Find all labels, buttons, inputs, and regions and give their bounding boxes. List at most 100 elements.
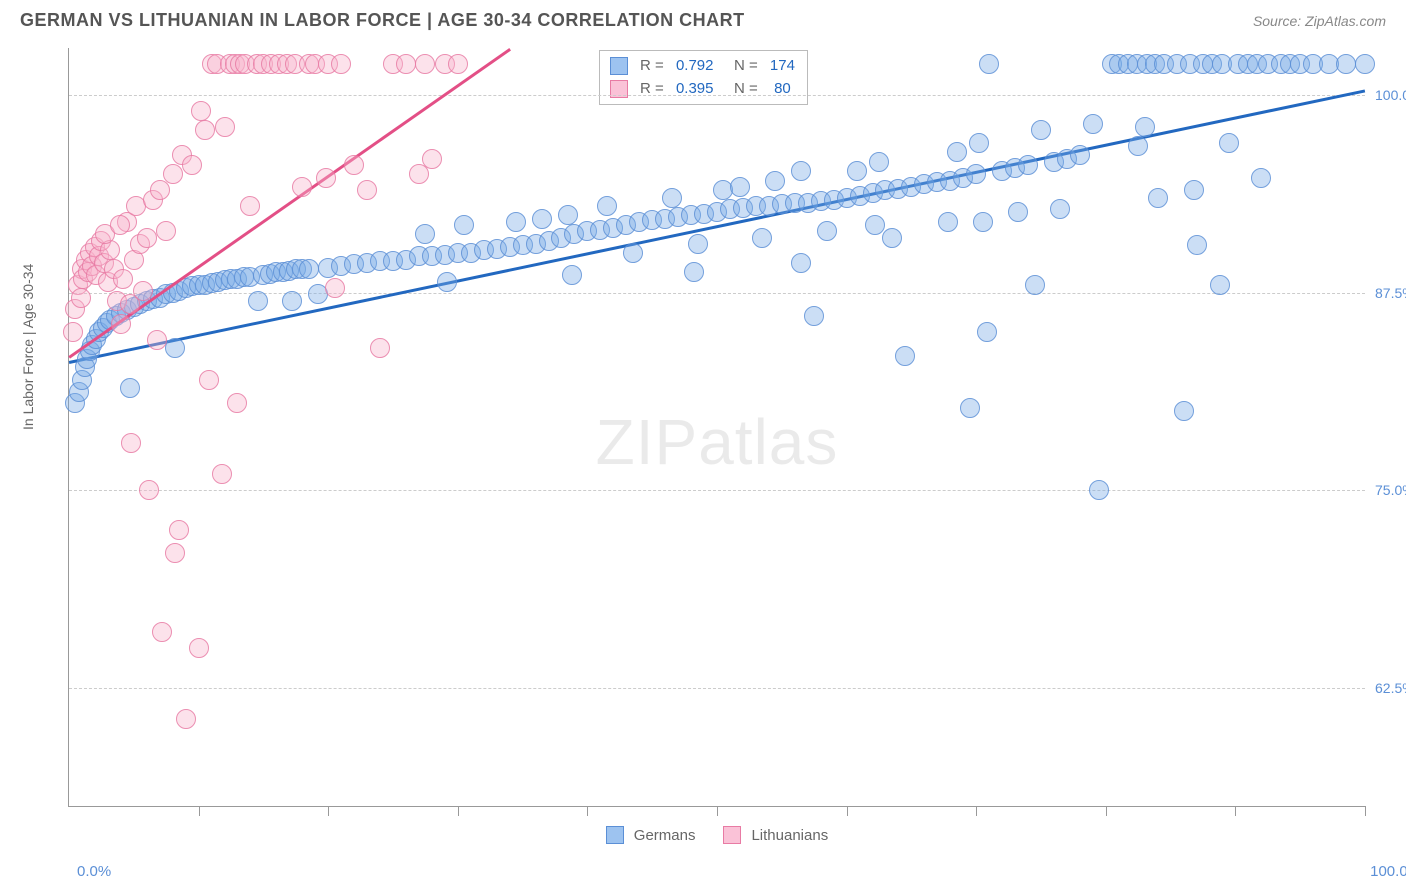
- data-point: [865, 215, 885, 235]
- data-point: [947, 142, 967, 162]
- source-label: Source: ZipAtlas.com: [1253, 13, 1386, 29]
- data-point: [979, 54, 999, 74]
- data-point: [133, 281, 153, 301]
- stats-box: R = 0.792 N = 174 R = 0.395 N = 80: [599, 50, 808, 105]
- data-point: [1031, 120, 1051, 140]
- data-point: [966, 164, 986, 184]
- data-point: [212, 464, 232, 484]
- y-axis-label: 87.5%: [1375, 285, 1406, 301]
- y-axis-title: In Labor Force | Age 30-34: [20, 264, 36, 430]
- x-tick: [976, 806, 977, 816]
- data-point: [1251, 168, 1271, 188]
- data-point: [215, 117, 235, 137]
- x-tick: [458, 806, 459, 816]
- data-point: [139, 480, 159, 500]
- data-point: [938, 212, 958, 232]
- data-point: [1219, 133, 1239, 153]
- data-point: [623, 243, 643, 263]
- data-point: [189, 638, 209, 658]
- chart-title: GERMAN VS LITHUANIAN IN LABOR FORCE | AG…: [20, 10, 745, 31]
- data-point: [191, 101, 211, 121]
- x-axis-min-label: 0.0%: [77, 863, 111, 880]
- data-point: [1336, 54, 1356, 74]
- data-point: [973, 212, 993, 232]
- data-point: [71, 288, 91, 308]
- data-point: [562, 265, 582, 285]
- data-point: [110, 215, 130, 235]
- data-point: [791, 161, 811, 181]
- x-tick: [587, 806, 588, 816]
- gridline: [69, 490, 1365, 491]
- data-point: [1210, 275, 1230, 295]
- data-point: [165, 338, 185, 358]
- data-point: [1148, 188, 1168, 208]
- data-point: [804, 306, 824, 326]
- data-point: [597, 196, 617, 216]
- y-axis-label: 75.0%: [1375, 482, 1406, 498]
- data-point: [960, 398, 980, 418]
- legend-swatch-blue: [610, 57, 628, 75]
- gridline: [69, 95, 1365, 96]
- data-point: [1025, 275, 1045, 295]
- data-point: [1008, 202, 1028, 222]
- data-point: [752, 228, 772, 248]
- x-tick: [1106, 806, 1107, 816]
- x-tick: [199, 806, 200, 816]
- data-point: [282, 291, 302, 311]
- data-point: [1070, 145, 1090, 165]
- data-point: [199, 370, 219, 390]
- data-point: [817, 221, 837, 241]
- data-point: [1083, 114, 1103, 134]
- data-point: [113, 269, 133, 289]
- data-point: [437, 272, 457, 292]
- data-point: [147, 330, 167, 350]
- data-point: [1355, 54, 1375, 74]
- data-point: [882, 228, 902, 248]
- data-point: [969, 133, 989, 153]
- data-point: [195, 120, 215, 140]
- data-point: [532, 209, 552, 229]
- data-point: [227, 393, 247, 413]
- x-axis-max-label: 100.0%: [1370, 863, 1406, 880]
- data-point: [111, 314, 131, 334]
- legend-label-germans: Germans: [634, 827, 696, 844]
- data-point: [422, 149, 442, 169]
- x-tick: [847, 806, 848, 816]
- legend-swatch-germans: [606, 826, 624, 844]
- data-point: [1187, 235, 1207, 255]
- data-point: [448, 54, 468, 74]
- data-point: [1050, 199, 1070, 219]
- data-point: [847, 161, 867, 181]
- data-point: [415, 54, 435, 74]
- data-point: [791, 253, 811, 273]
- data-point: [688, 234, 708, 254]
- data-point: [396, 54, 416, 74]
- data-point: [152, 622, 172, 642]
- data-point: [1128, 136, 1148, 156]
- data-point: [1135, 117, 1155, 137]
- data-point: [299, 259, 319, 279]
- legend: 0.0% Germans Lithuanians 100.0%: [69, 826, 1365, 844]
- data-point: [1174, 401, 1194, 421]
- data-point: [1089, 480, 1109, 500]
- data-point: [684, 262, 704, 282]
- y-axis-label: 62.5%: [1375, 680, 1406, 696]
- data-point: [765, 171, 785, 191]
- data-point: [344, 155, 364, 175]
- x-tick: [1235, 806, 1236, 816]
- data-point: [409, 164, 429, 184]
- data-point: [120, 378, 140, 398]
- data-point: [165, 543, 185, 563]
- data-point: [156, 221, 176, 241]
- data-point: [415, 224, 435, 244]
- data-point: [169, 520, 189, 540]
- gridline: [69, 688, 1365, 689]
- trend-line-blue: [69, 89, 1366, 363]
- data-point: [292, 177, 312, 197]
- watermark: ZIPatlas: [596, 405, 839, 479]
- data-point: [730, 177, 750, 197]
- data-point: [370, 338, 390, 358]
- data-point: [331, 54, 351, 74]
- legend-swatch-lithuanians: [723, 826, 741, 844]
- data-point: [558, 205, 578, 225]
